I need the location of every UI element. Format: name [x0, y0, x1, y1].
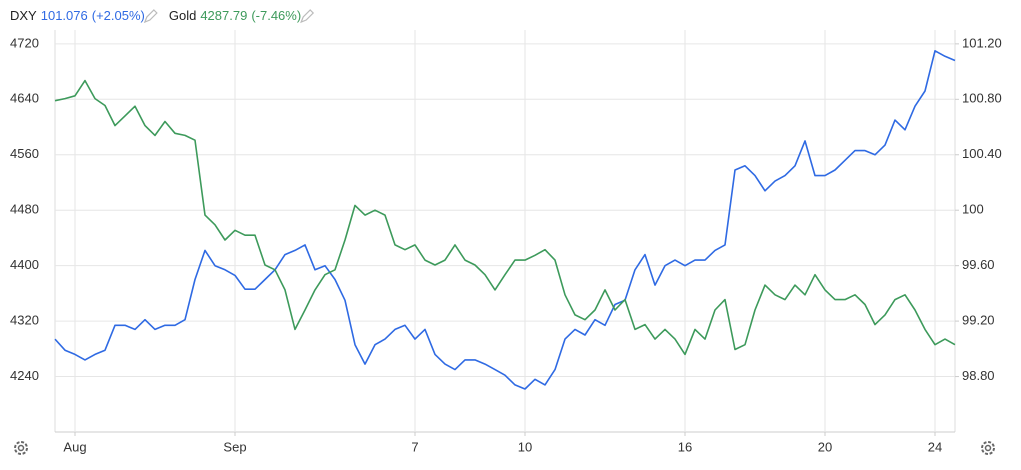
legend-price: 4287.79: [200, 8, 247, 23]
series-line: [54, 50, 956, 390]
y-tick-label: 4480: [10, 202, 39, 217]
y-tick-label: 4720: [10, 35, 39, 50]
x-tick-label: 10: [518, 439, 532, 454]
gear: [14, 441, 28, 455]
y-tick-label: 4640: [10, 91, 39, 106]
gear-hub: [17, 444, 25, 452]
y2-tick-label: 99.60: [962, 257, 995, 272]
y2-tick-label: 100: [962, 202, 984, 217]
x-tick-label: 7: [411, 439, 418, 454]
legend-change: (+2.05%): [92, 8, 145, 23]
legend-entry: DXY 101.076 (+2.05%): [10, 8, 145, 23]
x-tick-label: 20: [818, 439, 832, 454]
legend-price: 101.076: [41, 8, 88, 23]
y2-tick-label: 99.20: [962, 313, 995, 328]
legend-name: Gold: [169, 8, 196, 23]
legend-entry: Gold 4287.79 (-7.46%): [169, 8, 301, 23]
y2-tick-label: 100.40: [962, 146, 1002, 161]
x-tick-label: Aug: [63, 439, 86, 454]
x-tick-label: 24: [928, 439, 942, 454]
legend-change: (-7.46%): [251, 8, 301, 23]
legend: DXY 101.076 (+2.05%) Gold 4287.79 (-7.46%): [10, 8, 315, 24]
y2-tick-label: 100.80: [962, 91, 1002, 106]
gear-hub: [984, 444, 992, 452]
y2-tick-label: 98.80: [962, 368, 995, 383]
series-line: [54, 79, 956, 356]
x-tick-label: 16: [678, 439, 692, 454]
y-tick-label: 4560: [10, 146, 39, 161]
settings-icon[interactable]: [14, 441, 28, 455]
gear: [981, 441, 995, 455]
plot-area: [54, 30, 959, 436]
edit-icon[interactable]: [143, 9, 158, 24]
y-tick-label: 4320: [10, 313, 39, 328]
x-tick-label: Sep: [223, 439, 246, 454]
y-tick-label: 4400: [10, 257, 39, 272]
y2-tick-label: 101.20: [962, 35, 1002, 50]
edit-icon[interactable]: [300, 9, 315, 24]
legend-name: DXY: [10, 8, 37, 23]
settings-icon[interactable]: [981, 441, 995, 455]
y-tick-label: 4240: [10, 368, 39, 383]
